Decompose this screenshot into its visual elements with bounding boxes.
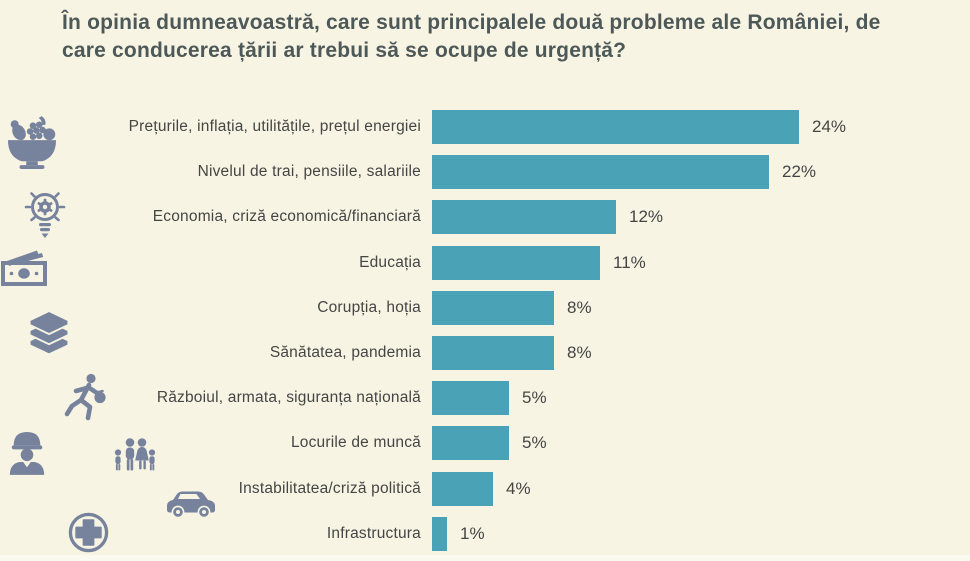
category-label: Locurile de muncă (290, 434, 421, 452)
bar (432, 471, 493, 506)
value-label: 4% (506, 478, 531, 498)
value-label: 12% (629, 207, 664, 227)
category-label: Corupția, hoția (317, 298, 421, 316)
category-label: Instabilitatea/criză politică (238, 479, 421, 497)
chart-row: Educația 11% (0, 245, 646, 280)
fruit-bowl-icon (7, 112, 57, 174)
value-label: 8% (567, 343, 592, 362)
books-icon (27, 311, 71, 359)
bar (432, 200, 616, 235)
running-thief-icon (63, 372, 108, 422)
value-label: 5% (522, 388, 547, 408)
value-label: 1% (460, 523, 485, 543)
category-label: Economia, criză economică/financiară (152, 208, 421, 226)
category-label: Sănătatea, pandemia (269, 344, 421, 361)
bar (432, 336, 554, 370)
family-icon (111, 437, 159, 473)
chart-row: Sănătatea, pandemia 8% (0, 336, 592, 370)
chart-row: Locurile de muncă 5% (0, 426, 547, 461)
bar (432, 426, 509, 461)
chart-row: Prețurile, inflația, utilitățile, prețul… (0, 110, 846, 144)
car-icon (165, 485, 217, 521)
bar (432, 245, 600, 280)
value-label: 11% (613, 252, 646, 272)
lightbulb-gear-icon (24, 186, 66, 242)
category-label: Educația (359, 253, 421, 271)
chart-row: Infrastructura 1% (0, 516, 485, 551)
bar (432, 155, 769, 190)
value-label: 24% (812, 117, 847, 136)
medical-cross-icon (67, 511, 110, 554)
chart-title: În opinia dumneavoastră, care sunt princ… (62, 11, 881, 63)
category-label: Infrastructura (326, 524, 421, 542)
chart-row: Războiul, armata, siguranța națională 5% (0, 381, 547, 416)
bottom-edge (0, 555, 970, 561)
value-label: 8% (567, 297, 592, 317)
category-label: Prețurile, inflația, utilitățile, prețul… (128, 118, 421, 135)
value-label: 22% (782, 162, 817, 182)
category-label: Războiul, armata, siguranța națională (156, 389, 421, 407)
bar (432, 110, 799, 144)
category-label: Nivelul de trai, pensiile, salariile (197, 163, 421, 181)
bar (432, 516, 447, 551)
bar (432, 290, 554, 325)
soldier-icon (7, 429, 47, 475)
chart-row: Economia, criză economică/financiară 12% (0, 200, 664, 235)
bar (432, 381, 509, 416)
value-label: 5% (522, 433, 547, 453)
chart-row: Nivelul de trai, pensiile, salariile 22% (0, 155, 817, 190)
chart-row: Instabilitatea/criză politică 4% (0, 471, 531, 506)
chart-row: Corupția, hoția 8% (0, 290, 592, 325)
banknotes-icon (1, 247, 48, 287)
